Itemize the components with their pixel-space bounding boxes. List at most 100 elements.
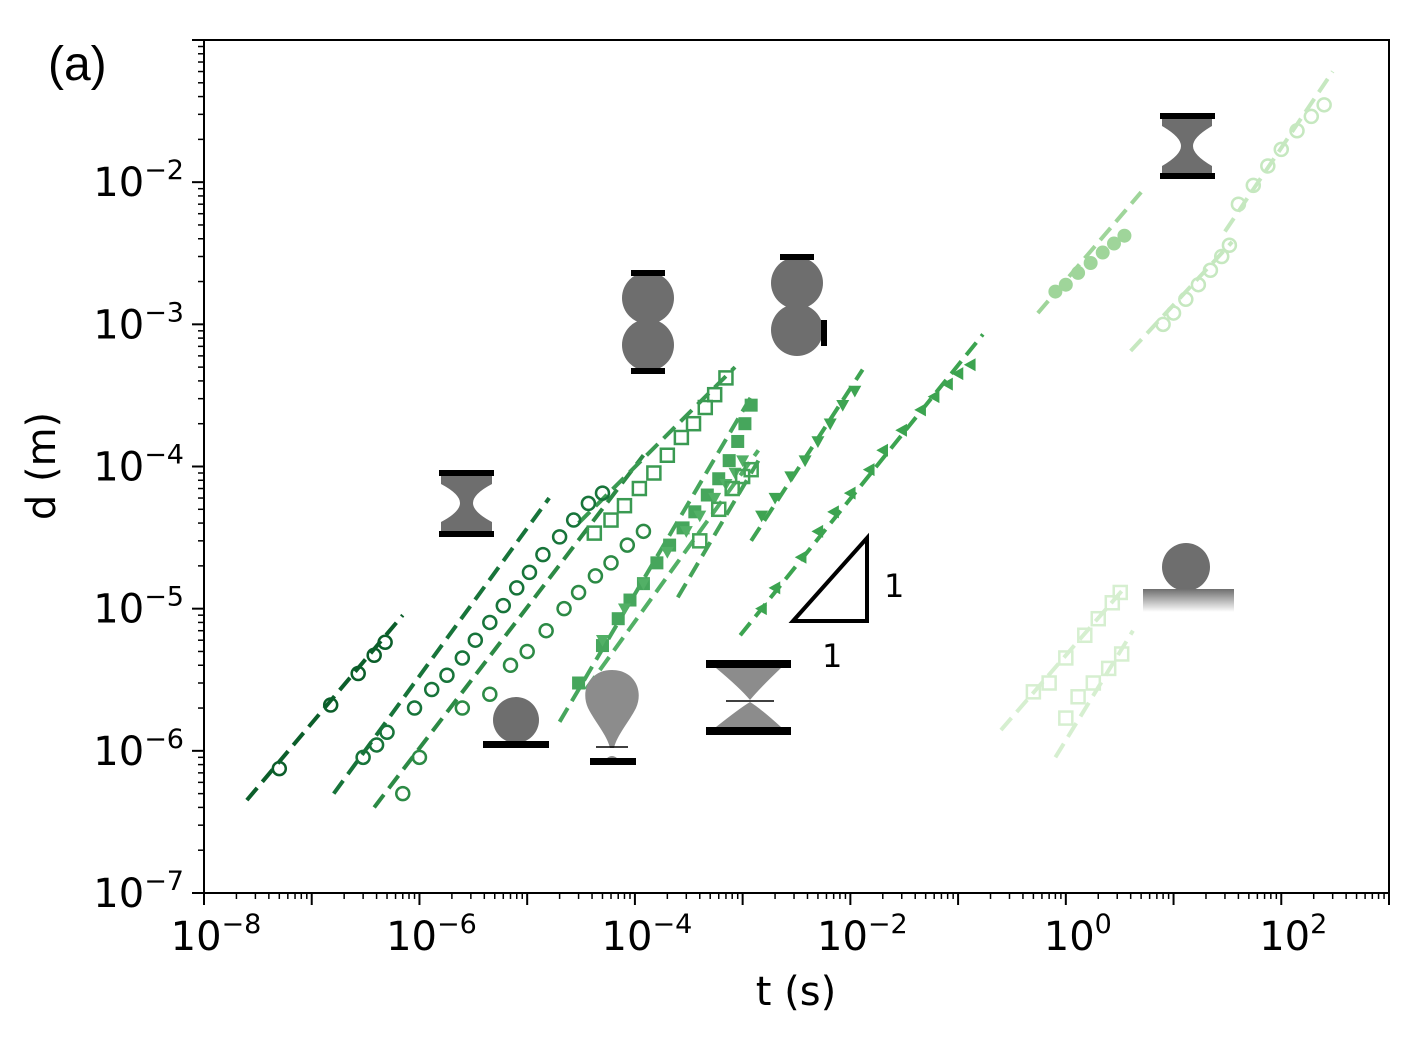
data-point-s8-3 — [784, 471, 798, 484]
data-point-s5-13 — [731, 434, 745, 448]
data-point-s3-11 — [603, 555, 619, 571]
data-point-s9-5 — [827, 505, 839, 519]
y-tick-label: 10−5 — [93, 582, 184, 633]
x-tick-label: 102 — [1259, 909, 1327, 960]
data-point-s13-6 — [1104, 595, 1121, 611]
data-point-s11-4 — [1190, 276, 1207, 293]
icons — [439, 113, 1234, 765]
data-point-s6-3 — [636, 578, 650, 591]
data-point-s2-13 — [535, 546, 551, 563]
data-point-s9-6 — [843, 486, 856, 500]
data-point-s3-3 — [454, 700, 471, 716]
fit-line-4 — [577, 365, 737, 525]
data-point-s5-6 — [650, 556, 664, 570]
data-point-s6-5 — [679, 526, 693, 538]
data-point-s9-13 — [951, 367, 964, 381]
hourglass-large-icon — [1160, 113, 1215, 179]
y-tick-label: 10−6 — [93, 724, 184, 775]
fit-line-5 — [557, 395, 753, 723]
data-point-s10-4 — [1083, 256, 1098, 271]
data-point-s1-1 — [271, 760, 288, 777]
data-point-s12-1 — [1230, 196, 1247, 212]
data-point-s8-8 — [848, 385, 862, 398]
data-point-s2-11 — [508, 580, 525, 596]
y-tick-label: 10−7 — [93, 866, 184, 917]
fit-line-3 — [372, 454, 646, 809]
data-point-s12-5 — [1289, 122, 1305, 139]
data-point-s7-2 — [710, 501, 727, 518]
data-point-s12-7 — [1316, 97, 1332, 113]
data-point-s9-9 — [895, 423, 907, 437]
data-point-s4-3 — [616, 497, 633, 514]
data-point-s3-1 — [395, 785, 411, 802]
data-point-s14-2 — [1070, 689, 1086, 705]
data-point-s11-6 — [1213, 248, 1230, 265]
data-point-s4-6 — [659, 447, 676, 463]
x-tick-label: 10−4 — [602, 909, 693, 960]
data-point-s14-5 — [1113, 646, 1130, 662]
data-point-s2-12 — [521, 564, 538, 581]
data-point-s1-4 — [366, 647, 382, 664]
data-point-s1-5 — [377, 634, 393, 651]
data-point-s7-1 — [692, 533, 708, 549]
data-point-s9-2 — [768, 581, 781, 595]
data-point-s14-4 — [1100, 660, 1117, 677]
data-point-s6-2 — [617, 603, 631, 616]
x-tick-label: 10−6 — [386, 909, 477, 960]
data-point-s7-3 — [724, 480, 740, 497]
data-point-s13-1 — [1025, 684, 1042, 700]
data-point-s12-3 — [1260, 158, 1276, 174]
y-tick-label: 10−4 — [93, 440, 184, 491]
data-point-s3-2 — [411, 749, 428, 766]
y-axis-label: d (m) — [19, 412, 65, 520]
data-point-s13-7 — [1112, 584, 1128, 601]
data-point-s13-2 — [1041, 675, 1057, 691]
data-point-s12-6 — [1303, 108, 1320, 125]
data-point-s6-1 — [595, 635, 609, 647]
y-axis-ticks: 10−7 10−6 10−5 10−4 10−3 10−2 — [93, 39, 204, 917]
data-point-s2-7 — [454, 650, 471, 666]
data-point-s2-10 — [495, 597, 512, 614]
data-point-s9-8 — [876, 443, 888, 457]
data-point-s6-4 — [660, 546, 674, 559]
data-point-s9-10 — [914, 403, 926, 417]
data-point-s4-2 — [603, 512, 619, 528]
y-tick-label: 10−3 — [93, 297, 184, 348]
data-point-s9-12 — [941, 377, 953, 391]
data-point-s12-2 — [1245, 177, 1262, 194]
data-point-s14-1 — [1058, 710, 1074, 726]
data-point-s4-8 — [685, 415, 702, 432]
data-point-s9-4 — [811, 524, 824, 538]
sphere-on-plate-icon — [483, 697, 549, 748]
fit-line-2 — [332, 496, 551, 795]
x-tick-label: 10−2 — [817, 909, 908, 960]
data-point-s5-14 — [738, 417, 752, 431]
data-point-s11-5 — [1202, 262, 1219, 279]
data-point-s12-4 — [1273, 141, 1290, 158]
data-point-s5-4 — [623, 593, 637, 607]
data-point-s10-3 — [1071, 265, 1086, 280]
data-point-s10-7 — [1117, 228, 1132, 243]
x-tick-label: 100 — [1044, 909, 1112, 960]
data-point-s4-10 — [706, 386, 723, 403]
data-point-s3-7 — [538, 622, 554, 639]
data-point-s1-3 — [350, 665, 366, 682]
data-point-s4-4 — [631, 480, 648, 497]
fit-line-12 — [1223, 70, 1335, 233]
data-point-s11-7 — [1221, 237, 1238, 253]
data-point-s8-7 — [836, 399, 850, 412]
two-spheres-icon — [622, 270, 674, 374]
data-point-s8-5 — [811, 436, 825, 448]
data-point-s9-11 — [927, 390, 940, 404]
fit-line-14 — [1053, 629, 1135, 759]
data-point-s3-12 — [619, 537, 636, 553]
panel-label: (a) — [48, 38, 107, 91]
data-point-s14-3 — [1085, 675, 1102, 691]
data-point-s8-2 — [768, 492, 782, 505]
data-point-s2-6 — [439, 667, 455, 684]
y-tick-label: 10−2 — [93, 155, 184, 206]
data-point-s3-4 — [482, 686, 498, 703]
x-axis-label: t (s) — [756, 969, 836, 1015]
data-point-s11-2 — [1165, 305, 1182, 321]
